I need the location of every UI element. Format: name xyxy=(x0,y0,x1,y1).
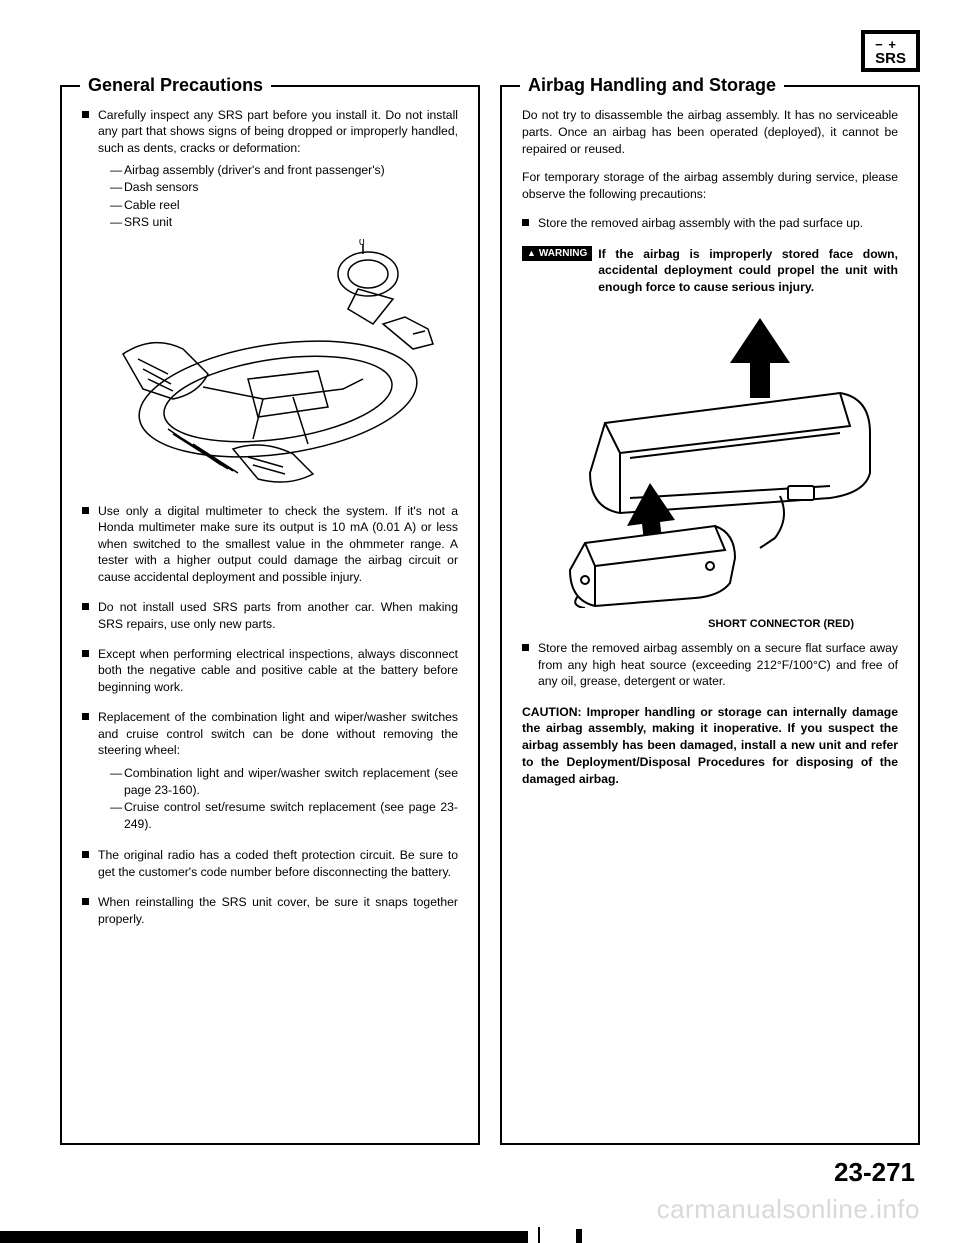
page-number: 23-271 xyxy=(834,1157,915,1188)
sub-airbag-assembly: Airbag assembly (driver's and front pass… xyxy=(110,162,458,179)
bullet-radio-code: The original radio has a coded theft pro… xyxy=(82,847,458,880)
warning-badge: WARNING xyxy=(522,246,592,261)
bullet-pad-up: Store the removed airbag assembly with t… xyxy=(522,215,898,231)
right-column: Airbag Handling and Storage Do not try t… xyxy=(500,85,920,1145)
bullet-switch-replace-text: Replacement of the combination light and… xyxy=(98,710,458,757)
left-column: General Precautions Carefully inspect an… xyxy=(60,85,480,1145)
tick-mark-2 xyxy=(576,1229,582,1243)
svg-text:0: 0 xyxy=(359,239,365,248)
bullet-flat-surface: Store the removed airbag assembly on a s… xyxy=(522,640,898,689)
bullet-disconnect-battery: Except when performing electrical inspec… xyxy=(82,646,458,695)
connector-label: SHORT CONNECTOR (RED) xyxy=(516,618,904,630)
sublist-switches: Combination light and wiper/washer switc… xyxy=(98,765,458,833)
figure-airbag-storage xyxy=(530,308,890,608)
badge-label: SRS xyxy=(875,51,906,66)
sub-srs-unit: SRS unit xyxy=(110,214,458,231)
sub-combo-switch: Combination light and wiper/washer switc… xyxy=(110,765,458,799)
warning-text: If the airbag is improperly stored face … xyxy=(598,246,898,296)
sub-cruise-switch: Cruise control set/resume switch replace… xyxy=(110,799,458,833)
bullet-switch-replace: Replacement of the combination light and… xyxy=(82,709,458,833)
bullet-inspect-text: Carefully inspect any SRS part before yo… xyxy=(98,108,458,155)
figure-steering-hands: 0 xyxy=(113,239,443,489)
sublist-parts: Airbag assembly (driver's and front pass… xyxy=(98,162,458,230)
bullet-no-used-parts: Do not install used SRS parts from anoth… xyxy=(82,599,458,632)
bullet-multimeter: Use only a digital multimeter to check t… xyxy=(82,503,458,585)
para-temp-storage: For temporary storage of the airbag asse… xyxy=(516,169,904,203)
bullet-cover-snap: When reinstalling the SRS unit cover, be… xyxy=(82,894,458,927)
tick-mark xyxy=(538,1227,540,1243)
right-title: Airbag Handling and Storage xyxy=(520,75,784,96)
srs-badge: − + SRS xyxy=(861,30,920,72)
bullet-inspect: Carefully inspect any SRS part before yo… xyxy=(82,107,458,489)
sub-dash-sensors: Dash sensors xyxy=(110,179,458,196)
sub-cable-reel: Cable reel xyxy=(110,197,458,214)
bottom-bar xyxy=(0,1231,528,1243)
para-no-disassemble: Do not try to disassemble the airbag ass… xyxy=(516,107,904,157)
left-title: General Precautions xyxy=(80,75,271,96)
caution-text: CAUTION: Improper handling or storage ca… xyxy=(516,704,904,788)
watermark: carmanualsonline.info xyxy=(657,1194,920,1225)
warning-block: WARNING If the airbag is improperly stor… xyxy=(516,246,904,296)
